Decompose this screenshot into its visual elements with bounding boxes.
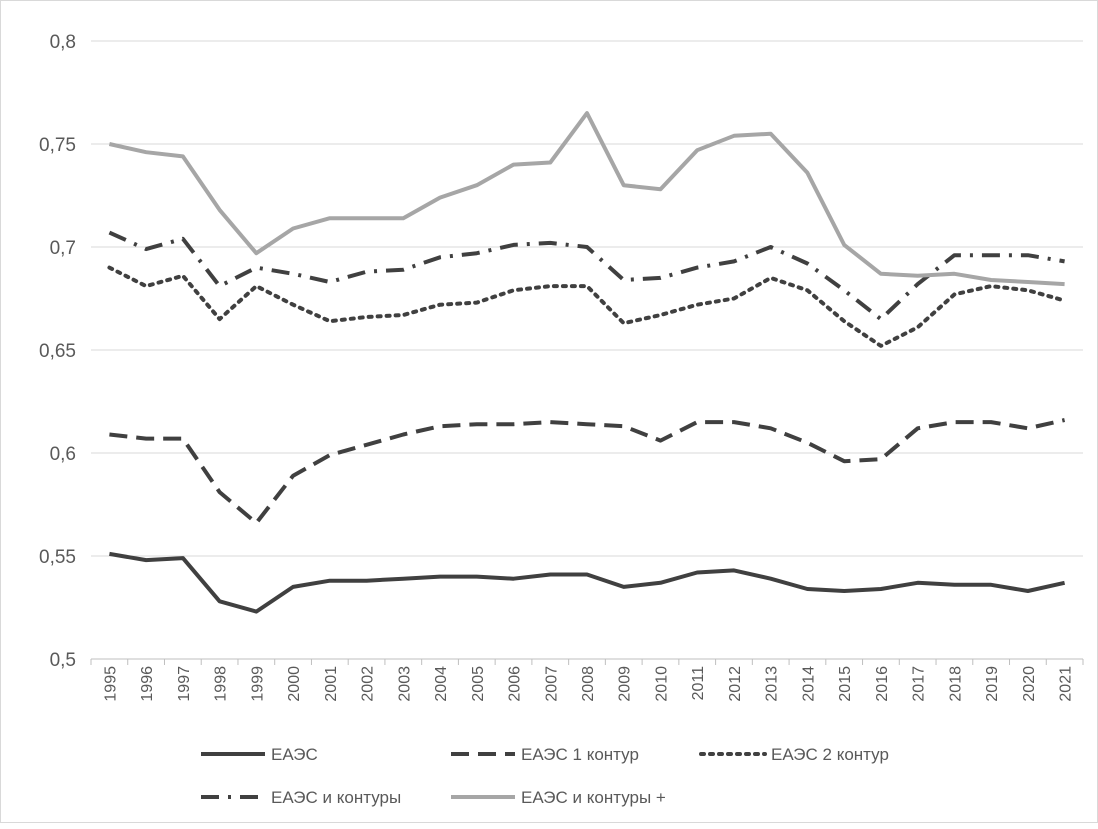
x-axis (90, 658, 1084, 665)
gridlines (91, 40, 1083, 557)
x-tick-label: 2017 (911, 666, 928, 702)
x-tick-label: 1999 (249, 666, 266, 702)
x-tick-label: 2005 (470, 666, 487, 702)
y-tick-label: 0,5 (50, 650, 76, 671)
y-tick-label: 0,8 (50, 32, 76, 53)
x-tick-label: 2010 (653, 666, 670, 702)
y-tick-label: 0,55 (39, 547, 76, 568)
legend-label-4: ЕАЭС и контуры (271, 788, 401, 807)
series-lines (107, 111, 1067, 614)
x-axis-tick-labels: 1995 1996 1997 1998 1999 2000 2001 2002 2003 2004… (102, 666, 1074, 702)
x-tick-label: 2011 (690, 666, 707, 701)
x-tick-label: 1995 (102, 666, 119, 702)
x-tick-label: 2003 (396, 666, 413, 702)
y-tick-label: 0,75 (39, 135, 76, 156)
x-tick-label: 2020 (1021, 666, 1038, 702)
x-tick-label: 2007 (543, 666, 560, 702)
x-tick-label: 2014 (800, 666, 817, 702)
y-axis-tick-labels: 0,5 0,55 0,6 0,65 0,7 0,75 0,8 (39, 32, 76, 671)
x-tick-label: 2002 (360, 666, 377, 702)
series-line-2 (109, 418, 1066, 525)
series-line-3 (107, 265, 1067, 348)
y-tick-label: 0,7 (50, 238, 76, 259)
x-tick-label: 2019 (984, 666, 1001, 702)
x-tick-label: 2012 (727, 666, 744, 702)
legend: ЕАЭС ЕАЭС 1 контур ЕАЭС 2 контур ЕАЭС и кон… (201, 745, 889, 807)
x-tick-label: 2008 (580, 666, 597, 702)
x-tick-label: 1998 (213, 666, 230, 702)
x-tick-label: 2015 (837, 666, 854, 702)
x-tick-label: 2009 (617, 666, 634, 702)
x-tick-label: 1997 (176, 666, 193, 702)
y-tick-label: 0,65 (39, 341, 76, 362)
series-line-1 (109, 551, 1066, 614)
legend-label-3: ЕАЭС 2 контур (771, 745, 889, 764)
x-tick-label: 2013 (764, 666, 781, 702)
series-line-5 (108, 111, 1065, 287)
y-tick-label: 0,6 (50, 444, 76, 465)
legend-label-2: ЕАЭС 1 контур (521, 745, 639, 764)
legend-label-5: ЕАЭС и контуры + (521, 788, 666, 807)
x-tick-label: 1996 (139, 666, 156, 702)
x-tick-label: 2016 (874, 666, 891, 702)
x-tick-label: 2006 (507, 666, 524, 702)
x-tick-label: 2021 (1058, 666, 1075, 702)
x-tick-label: 2004 (433, 666, 450, 702)
x-tick-label: 2001 (323, 666, 340, 702)
x-tick-label: 2018 (947, 666, 964, 702)
legend-label-1: ЕАЭС (271, 745, 318, 764)
series-line-4 (108, 230, 1065, 322)
x-tick-label: 2000 (286, 666, 303, 702)
